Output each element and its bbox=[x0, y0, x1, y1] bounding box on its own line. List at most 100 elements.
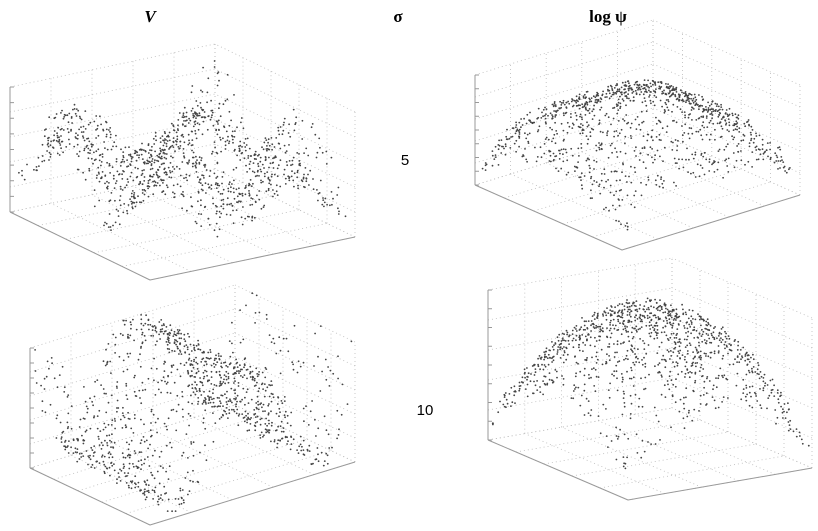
scatter-point bbox=[615, 151, 618, 153]
scatter-point bbox=[748, 404, 751, 407]
scatter-point bbox=[647, 441, 649, 443]
scatter-point bbox=[153, 180, 156, 183]
scatter-point bbox=[632, 376, 635, 379]
scatter-point bbox=[126, 368, 129, 371]
scatter-point bbox=[201, 109, 204, 112]
scatter-point bbox=[771, 378, 774, 381]
scatter-point bbox=[723, 374, 726, 377]
scatter-point bbox=[240, 200, 242, 203]
scatter-point bbox=[300, 449, 303, 452]
scatter-point bbox=[150, 163, 153, 165]
scatter-point bbox=[680, 370, 683, 373]
scatter-point bbox=[560, 340, 563, 342]
scatter-point bbox=[613, 327, 616, 330]
scatter-point bbox=[630, 87, 633, 89]
scatter-point bbox=[165, 425, 168, 428]
scatter-point bbox=[734, 128, 737, 131]
scatter-point bbox=[560, 106, 562, 109]
scatter-point bbox=[55, 417, 58, 420]
scatter-point bbox=[675, 334, 678, 336]
scatter-point bbox=[581, 334, 584, 336]
scatter-point bbox=[188, 161, 190, 163]
scatter-point bbox=[56, 136, 59, 139]
scatter-point bbox=[584, 359, 586, 361]
scatter-point bbox=[578, 349, 581, 352]
scatter-point bbox=[694, 151, 697, 154]
scatter-point bbox=[93, 189, 96, 192]
scatter-point bbox=[119, 195, 122, 197]
scatter-point bbox=[707, 355, 710, 358]
scatter-point bbox=[314, 332, 316, 335]
scatter-point bbox=[617, 304, 619, 307]
scatter-point bbox=[624, 175, 627, 178]
scatter-point bbox=[160, 450, 163, 453]
scatter-point bbox=[775, 160, 778, 162]
scatter-point bbox=[606, 130, 609, 133]
scatter-point bbox=[777, 168, 779, 170]
scatter-point bbox=[635, 92, 638, 95]
scatter-point bbox=[566, 159, 569, 162]
scatter-point bbox=[235, 412, 238, 415]
scatter-point bbox=[296, 152, 299, 154]
scatter-point bbox=[681, 91, 683, 94]
scatter-point bbox=[226, 203, 229, 206]
scatter-point bbox=[622, 397, 625, 399]
scatter-point bbox=[156, 182, 159, 184]
scatter-point bbox=[614, 91, 617, 94]
scatter-point bbox=[799, 435, 801, 437]
scatter-point bbox=[633, 166, 636, 169]
scatter-point bbox=[293, 172, 296, 175]
scatter-point bbox=[246, 137, 249, 140]
scatter-point bbox=[650, 331, 653, 334]
scatter-point bbox=[728, 124, 731, 127]
scatter-point bbox=[666, 380, 669, 382]
scatter-point bbox=[244, 217, 247, 220]
scatter-point bbox=[198, 181, 201, 184]
scatter-point bbox=[600, 143, 603, 146]
scatter-point bbox=[714, 138, 716, 141]
scatter-point bbox=[636, 330, 638, 333]
grid-line bbox=[671, 377, 813, 439]
scatter-point bbox=[650, 299, 652, 302]
scatter-point bbox=[90, 466, 93, 468]
scatter-point bbox=[233, 377, 236, 380]
scatter-point bbox=[720, 333, 723, 335]
scatter-point bbox=[174, 150, 176, 153]
scatter-point bbox=[108, 456, 111, 459]
scatter-point bbox=[595, 375, 598, 378]
scatter-point bbox=[258, 198, 261, 201]
column-header: σ bbox=[393, 7, 403, 26]
scatter-point bbox=[62, 129, 65, 131]
scatter-point bbox=[76, 438, 79, 441]
scatter-point bbox=[613, 87, 616, 89]
scatter-point bbox=[110, 446, 112, 448]
scatter-point bbox=[518, 128, 521, 131]
scatter-point bbox=[263, 395, 266, 398]
scatter-point bbox=[144, 322, 147, 325]
scatter-point bbox=[317, 199, 319, 202]
scatter-point bbox=[686, 99, 688, 102]
scatter-point bbox=[703, 339, 706, 341]
scatter-point bbox=[787, 402, 789, 405]
scatter-point bbox=[166, 428, 169, 431]
scatter-point bbox=[766, 384, 769, 386]
scatter-point bbox=[277, 164, 280, 167]
scatter-point bbox=[165, 153, 168, 155]
scatter-point bbox=[246, 171, 249, 173]
scatter-point bbox=[759, 388, 761, 390]
grid-line bbox=[487, 257, 673, 291]
scatter-point bbox=[527, 142, 530, 145]
scatter-point bbox=[746, 351, 748, 354]
scatter-point bbox=[242, 387, 245, 390]
scatter-point bbox=[166, 186, 169, 189]
scatter-point bbox=[672, 319, 675, 321]
scatter-point bbox=[600, 147, 603, 150]
scatter-point bbox=[491, 150, 494, 153]
scatter-point bbox=[740, 398, 743, 401]
scatter-point bbox=[782, 417, 784, 419]
scatter-point bbox=[73, 145, 76, 148]
scatter-point bbox=[674, 342, 677, 344]
scatter-point bbox=[672, 309, 675, 312]
scatter-point bbox=[596, 317, 599, 319]
scatter-point bbox=[190, 441, 193, 443]
